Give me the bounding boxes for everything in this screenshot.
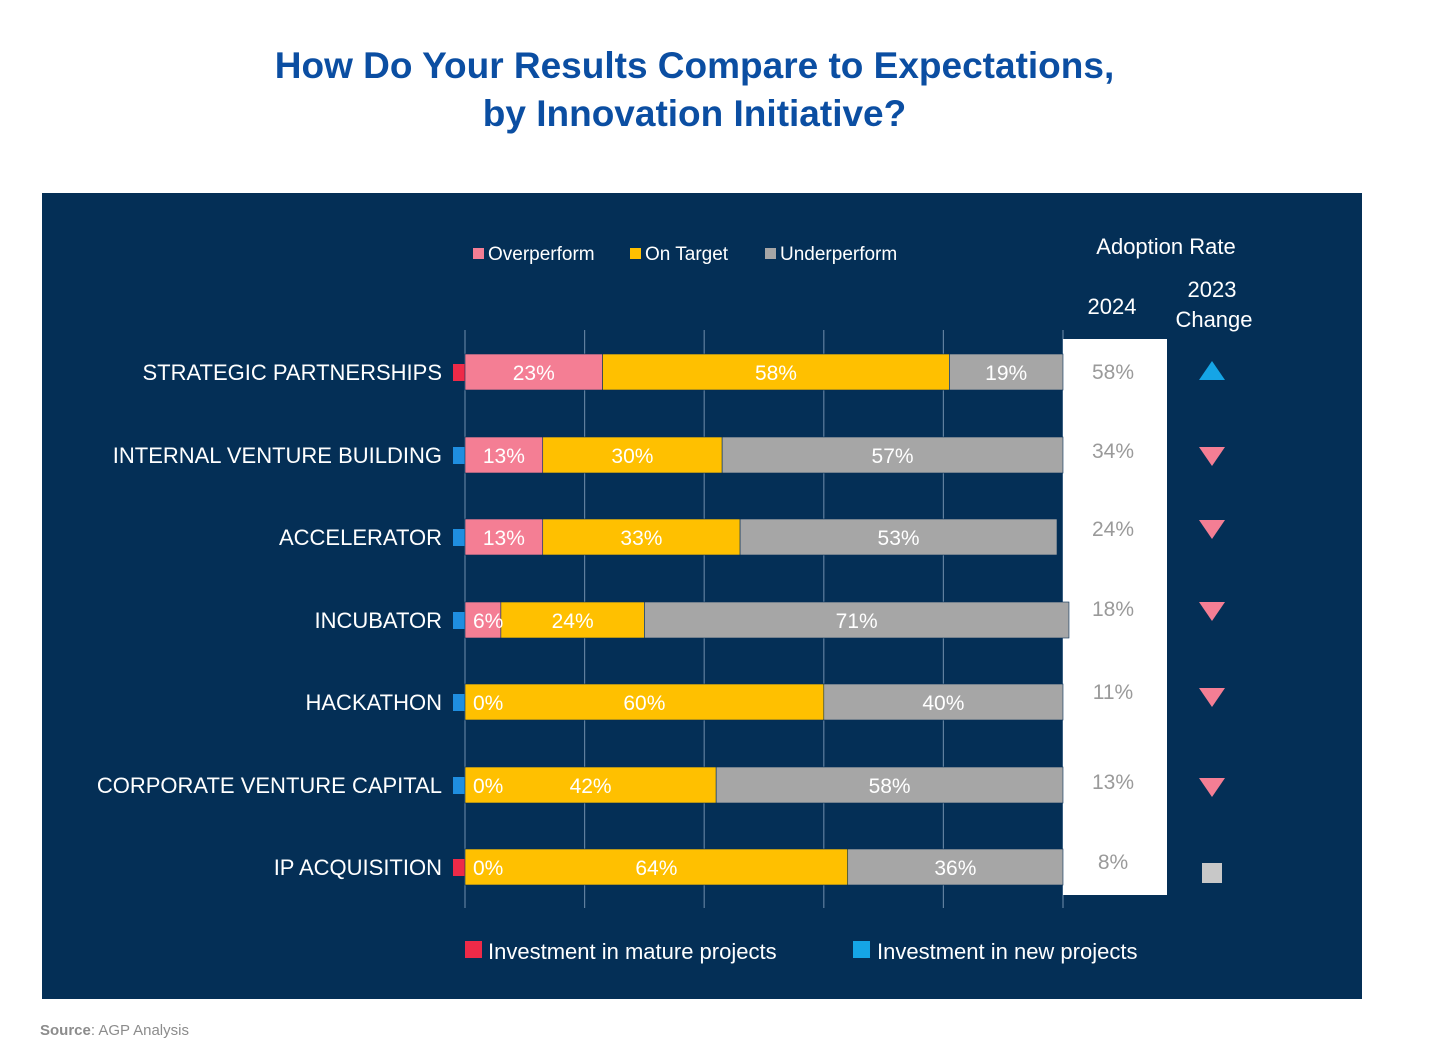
legend-mature-swatch <box>465 941 482 958</box>
adoption-rate-value: 8% <box>1098 851 1128 874</box>
bar-label-underperform: 71% <box>836 610 878 633</box>
legend-overperform-label: Overperform <box>488 244 595 265</box>
bar-label-on-target: 30% <box>611 445 653 468</box>
bar-underperform <box>739 518 1058 556</box>
chart-panel: Overperform On Target Underperform Adoption… <box>42 193 1362 999</box>
change-down-icon <box>1199 520 1225 539</box>
bar-label-overperform: 0% <box>473 775 503 798</box>
change-up-icon <box>1199 361 1225 380</box>
category-label: HACKATHON <box>306 690 443 715</box>
category-label: STRATEGIC PARTNERSHIPS <box>143 360 443 385</box>
bar-underperform <box>949 353 1064 391</box>
chart-title-line-2: by Innovation Initiative? <box>482 93 907 134</box>
adoption-rate-value: 13% <box>1092 771 1134 794</box>
category-label: ACCELERATOR <box>279 525 442 550</box>
bar-overperform <box>464 353 603 391</box>
bar-label-underperform: 36% <box>934 857 976 880</box>
change-header-line-2: Change <box>1175 307 1252 332</box>
bar-underperform <box>644 601 1070 639</box>
legend-overperform-swatch <box>473 248 484 259</box>
bar-label-underperform: 40% <box>922 692 964 715</box>
category-label: INTERNAL VENTURE BUILDING <box>113 443 442 468</box>
source-note: Source: AGP Analysis <box>40 1022 189 1039</box>
legend-underperform-swatch <box>765 248 776 259</box>
bar-label-overperform: 13% <box>483 527 525 550</box>
bar-label-on-target: 64% <box>635 857 677 880</box>
bar-label-on-target: 24% <box>552 610 594 633</box>
bar-on-target <box>464 848 849 886</box>
bar-label-underperform: 58% <box>869 775 911 798</box>
bar-label-on-target: 33% <box>620 527 662 550</box>
bar-label-overperform: 23% <box>513 362 555 385</box>
chart-title-line-1: How Do Your Results Compare to Expectati… <box>274 45 1115 86</box>
bar-overperform <box>464 601 502 639</box>
category-label: IP ACQUISITION <box>274 855 442 880</box>
bar-label-underperform: 19% <box>985 362 1027 385</box>
bar-on-target <box>464 766 717 804</box>
bar-label-underperform: 53% <box>878 527 920 550</box>
bar-on-target <box>542 436 723 474</box>
change-neutral-icon <box>1202 863 1222 883</box>
adoption-rate-value: 18% <box>1092 598 1134 621</box>
change-down-icon <box>1199 602 1225 621</box>
bar-underperform <box>721 436 1064 474</box>
bar-label-overperform: 13% <box>483 445 525 468</box>
legend-new-label: Investment in new projects <box>877 939 1137 964</box>
legend-on-target-swatch <box>630 248 641 259</box>
chart-title: How Do Your Results Compare to Expectati… <box>0 42 1389 138</box>
change-down-icon <box>1199 447 1225 466</box>
bar-label-overperform: 0% <box>473 857 503 880</box>
source-label: Source <box>40 1022 91 1039</box>
adoption-rate-value: 58% <box>1092 361 1134 384</box>
stacked-bar-chart: Overperform On Target Underperform Adoption… <box>97 234 1253 964</box>
adoption-rate-column <box>1063 339 1167 895</box>
bar-label-underperform: 57% <box>872 445 914 468</box>
change-header-line-1: 2023 <box>1188 277 1237 302</box>
adoption-year-header: 2024 <box>1088 294 1137 319</box>
category-label: CORPORATE VENTURE CAPITAL <box>97 773 442 798</box>
bar-label-on-target: 42% <box>570 775 612 798</box>
bar-on-target <box>602 353 950 391</box>
bar-on-target <box>542 518 741 556</box>
change-down-icon <box>1199 688 1225 707</box>
bar-underperform <box>715 766 1064 804</box>
change-down-icon <box>1199 778 1225 797</box>
bar-label-on-target: 60% <box>623 692 665 715</box>
bar-overperform <box>464 518 544 556</box>
bar-on-target <box>500 601 645 639</box>
adoption-rate-header: Adoption Rate <box>1096 234 1235 259</box>
legend-underperform-label: Underperform <box>780 244 897 265</box>
bar-label-overperform: 0% <box>473 692 503 715</box>
adoption-rate-value: 34% <box>1092 440 1134 463</box>
bar-underperform <box>823 683 1064 721</box>
legend-new-swatch <box>853 941 870 958</box>
legend-on-target-label: On Target <box>645 244 729 265</box>
legend-mature-label: Investment in mature projects <box>488 939 777 964</box>
bar-on-target <box>464 683 825 721</box>
adoption-rate-value: 11% <box>1093 681 1133 704</box>
adoption-rate-value: 24% <box>1092 518 1134 541</box>
bar-underperform <box>847 848 1064 886</box>
bar-label-overperform: 6% <box>473 610 503 633</box>
category-label: INCUBATOR <box>314 608 442 633</box>
source-text: : AGP Analysis <box>90 1022 189 1039</box>
bar-label-on-target: 58% <box>755 362 797 385</box>
